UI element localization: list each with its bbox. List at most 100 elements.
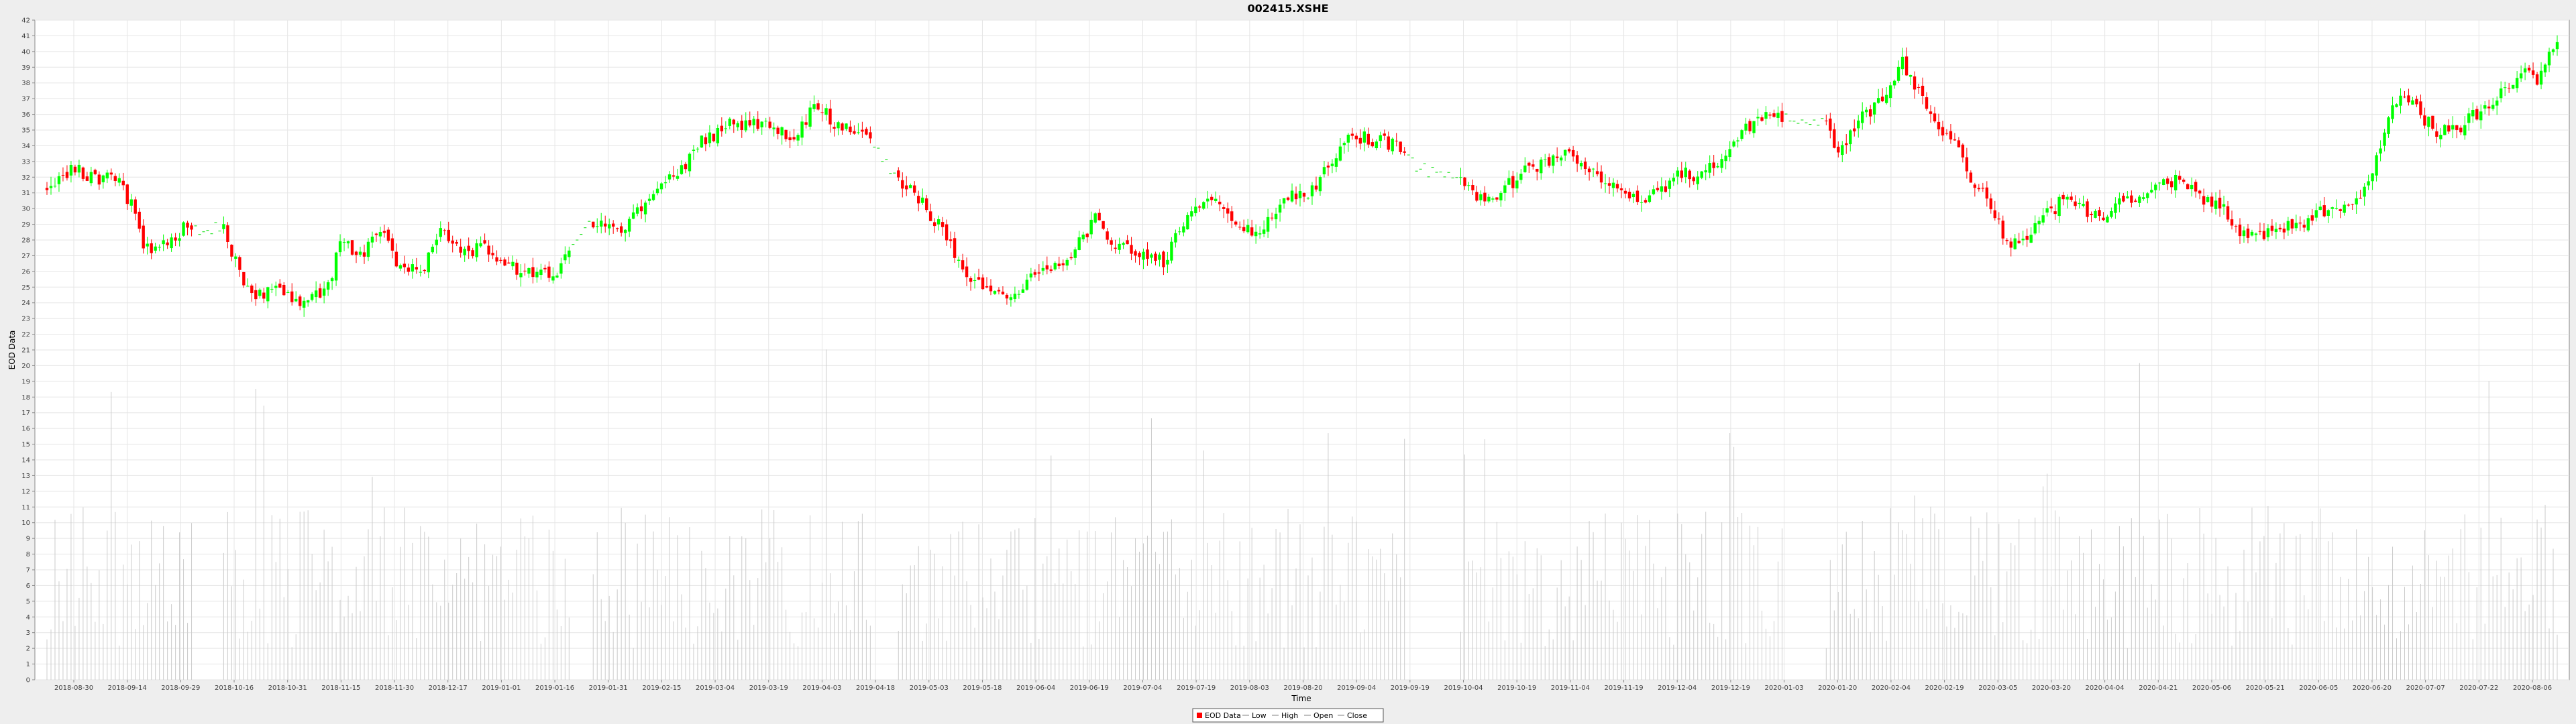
y-tick-label: 39 [21, 64, 30, 72]
candle-up [1029, 274, 1033, 278]
x-tick-label: 2019-03-19 [749, 684, 788, 692]
candle-down [125, 184, 129, 204]
candle-down [2074, 201, 2077, 206]
candle-down [1134, 251, 1137, 256]
candle-up [105, 172, 109, 179]
candle-up [2041, 215, 2045, 223]
candle-down [61, 174, 65, 176]
candle-down [1583, 162, 1587, 170]
candle-down [784, 129, 788, 139]
candle-down [2017, 241, 2021, 243]
candle-down [2025, 235, 2029, 240]
candle-up [162, 240, 165, 245]
candle-up [431, 247, 434, 253]
candle-up [1724, 156, 1727, 162]
candle-up [234, 256, 237, 259]
candle-up [1540, 160, 1543, 174]
candle-down [2102, 217, 2105, 221]
candle-down [1314, 185, 1318, 190]
candle-up [2491, 105, 2495, 109]
y-tick-label: 30 [21, 206, 30, 213]
y-tick-label: 34 [21, 143, 30, 150]
y-tick-label: 27 [21, 253, 30, 260]
candle-down [503, 259, 506, 266]
candle-up [1170, 241, 1173, 261]
candle-up [302, 300, 306, 308]
candle-down [2182, 180, 2186, 182]
y-tick-label: 33 [21, 158, 30, 166]
x-tick-label: 2020-01-20 [1818, 684, 1857, 692]
candle-up [1732, 141, 1735, 147]
candle-down [2166, 178, 2169, 184]
candle-up [1166, 259, 1169, 265]
x-tick-label: 2020-07-22 [2459, 684, 2498, 692]
candle-down [2210, 196, 2214, 207]
grid-lines [35, 19, 2569, 680]
x-tick-label: 2018-09-29 [161, 684, 200, 692]
candle-up [708, 132, 712, 143]
candle-up [635, 207, 639, 214]
candle-up [643, 202, 647, 215]
candle-down [1985, 187, 1989, 199]
candle-down [2061, 194, 2065, 200]
candle-up [2146, 193, 2149, 198]
candle-down [748, 120, 751, 126]
candle-up [2326, 210, 2330, 216]
candle-down [1403, 151, 1406, 153]
candle-down [1286, 197, 1290, 200]
candle-down [543, 267, 547, 269]
candle-up [2037, 221, 2041, 225]
candle-down [1302, 192, 1306, 197]
candle-up [1182, 226, 1185, 233]
candle-down [443, 230, 446, 231]
candle-down [1085, 233, 1089, 237]
candle-down [2086, 201, 2089, 217]
candle-down [190, 225, 193, 230]
candle-down [1587, 168, 1591, 172]
candle-down [1904, 56, 1909, 76]
candle-down [2198, 190, 2202, 194]
candle-up [772, 127, 775, 129]
candle-up [2503, 87, 2507, 88]
candle-down [1234, 221, 1238, 225]
legend-label-eod: EOD Data [1205, 711, 1241, 720]
candle-down [507, 262, 511, 264]
candle-up [2206, 196, 2210, 202]
candle-up [527, 267, 531, 274]
x-tick-label: 2019-03-04 [696, 684, 735, 692]
candle-down [2234, 226, 2238, 227]
candle-down [2419, 101, 2422, 115]
candle-down [1989, 198, 1993, 210]
candle-up [479, 243, 482, 247]
candle-up [2367, 181, 2370, 186]
y-tick-label: 16 [21, 426, 30, 433]
candle-up [1631, 194, 1635, 198]
candle-down [776, 127, 780, 134]
candle-up [338, 241, 342, 253]
y-tick-label: 2 [26, 646, 30, 653]
x-tick-label: 2018-08-30 [54, 684, 93, 692]
candle-up [346, 241, 350, 244]
candle-up [555, 276, 559, 278]
candle-down [2339, 209, 2342, 211]
y-tick-label: 13 [21, 473, 30, 480]
candle-up [627, 219, 631, 232]
y-tick-label: 5 [26, 598, 30, 605]
candle-down [390, 238, 394, 251]
candle-down [2347, 204, 2350, 206]
legend-swatch-eod [1197, 713, 1202, 718]
candle-down [362, 252, 366, 257]
candle-up [1861, 111, 1864, 123]
candle-up [1704, 170, 1707, 173]
candle-down [1664, 186, 1668, 192]
candle-up [1025, 280, 1029, 290]
candle-down [1712, 162, 1715, 168]
candle-up [2399, 95, 2402, 106]
candle-up [2021, 238, 2025, 241]
candle-down [455, 242, 458, 244]
candle-down [932, 222, 936, 227]
x-tick-label: 2019-12-19 [1711, 684, 1750, 692]
x-tick-label: 2019-08-03 [1230, 684, 1269, 692]
candle-down [2322, 205, 2326, 217]
candle-up [1073, 249, 1077, 258]
